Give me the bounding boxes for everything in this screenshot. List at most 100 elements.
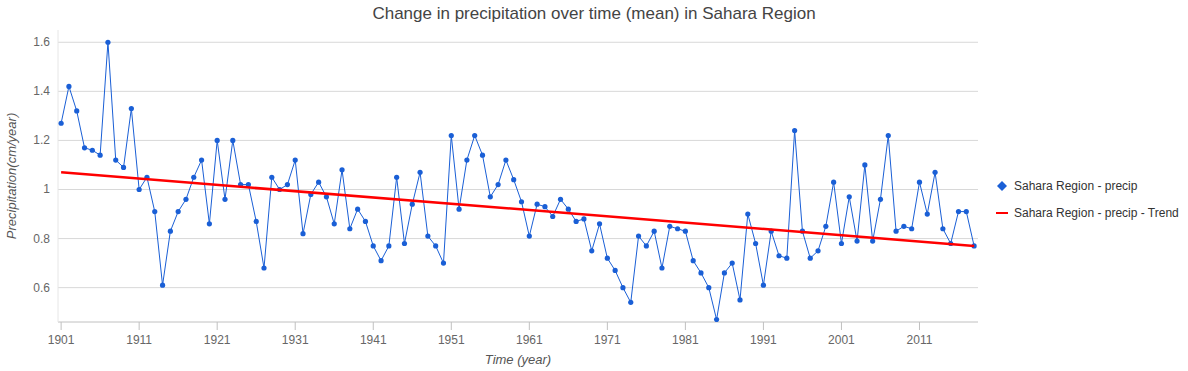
point <box>456 207 461 212</box>
y-tick-label: 0.6 <box>33 281 50 295</box>
point <box>737 297 742 302</box>
title: Change in precipitation over time (mean)… <box>372 4 815 23</box>
point <box>776 253 781 258</box>
point <box>652 229 657 234</box>
point <box>730 261 735 266</box>
legend-symbol <box>996 212 1008 214</box>
grid-line <box>58 287 978 288</box>
point <box>831 180 836 185</box>
point <box>402 241 407 246</box>
x-tick <box>841 322 842 330</box>
point <box>628 300 633 305</box>
point <box>378 258 383 263</box>
point <box>300 231 305 236</box>
point <box>597 221 602 226</box>
x-tick <box>295 322 296 330</box>
point <box>105 40 110 45</box>
point <box>691 258 696 263</box>
point <box>620 285 625 290</box>
point <box>129 106 134 111</box>
x-tick-label: 1981 <box>672 333 699 347</box>
point <box>956 209 961 214</box>
point <box>152 209 157 214</box>
point <box>698 270 703 275</box>
point <box>964 209 969 214</box>
series-line <box>61 42 974 319</box>
y-tick-label: 1.4 <box>33 84 50 98</box>
point <box>519 199 524 204</box>
x-tick <box>607 322 608 330</box>
point <box>425 234 430 239</box>
y-axis-label: Precipitation(cm/year) <box>4 113 19 239</box>
x-tick <box>919 322 920 330</box>
point <box>59 121 64 126</box>
point <box>862 162 867 167</box>
point <box>347 226 352 231</box>
x-tick-label: 2011 <box>907 333 933 347</box>
point <box>683 229 688 234</box>
point <box>706 285 711 290</box>
point <box>714 317 719 322</box>
point <box>113 157 118 162</box>
point <box>901 224 906 229</box>
point <box>449 133 454 138</box>
point <box>394 175 399 180</box>
x-tick <box>529 322 530 330</box>
grid-line <box>58 42 978 43</box>
x-tick <box>451 322 452 330</box>
point <box>417 170 422 175</box>
point <box>496 182 501 187</box>
point <box>254 219 259 224</box>
x-tick-label: 1911 <box>126 333 152 347</box>
y-tick-label: 0.8 <box>33 232 50 246</box>
grid-line <box>58 189 978 190</box>
x-tick-label: 1971 <box>594 333 621 347</box>
point <box>886 133 891 138</box>
x-tick <box>763 322 764 330</box>
point <box>472 133 477 138</box>
point <box>847 194 852 199</box>
point <box>636 234 641 239</box>
x-tick <box>685 322 686 330</box>
grid-line <box>58 238 978 239</box>
point <box>753 241 758 246</box>
point <box>613 268 618 273</box>
point <box>839 241 844 246</box>
point <box>761 283 766 288</box>
plot-area <box>59 40 977 322</box>
point <box>191 175 196 180</box>
point <box>316 180 321 185</box>
point <box>207 221 212 226</box>
point <box>222 197 227 202</box>
point <box>386 243 391 248</box>
point <box>90 148 95 153</box>
point <box>722 270 727 275</box>
point <box>917 180 922 185</box>
x-tick-label: 1921 <box>204 333 231 347</box>
point <box>878 197 883 202</box>
point <box>339 167 344 172</box>
point <box>160 283 165 288</box>
chart: Change in precipitation over time (mean)… <box>0 0 1188 371</box>
point <box>488 194 493 199</box>
point <box>464 157 469 162</box>
point <box>574 219 579 224</box>
point <box>792 128 797 133</box>
point <box>823 224 828 229</box>
x-tick-label: 1951 <box>438 333 465 347</box>
point <box>98 153 103 158</box>
point <box>121 165 126 170</box>
y-tick-label: 1.6 <box>33 35 50 49</box>
point <box>371 243 376 248</box>
x-tick <box>217 322 218 330</box>
point <box>675 226 680 231</box>
point <box>550 214 555 219</box>
point <box>176 209 181 214</box>
x-axis <box>58 322 978 323</box>
point <box>74 108 79 113</box>
point <box>527 234 532 239</box>
point <box>659 265 664 270</box>
point <box>168 229 173 234</box>
point <box>215 138 220 143</box>
point <box>230 138 235 143</box>
